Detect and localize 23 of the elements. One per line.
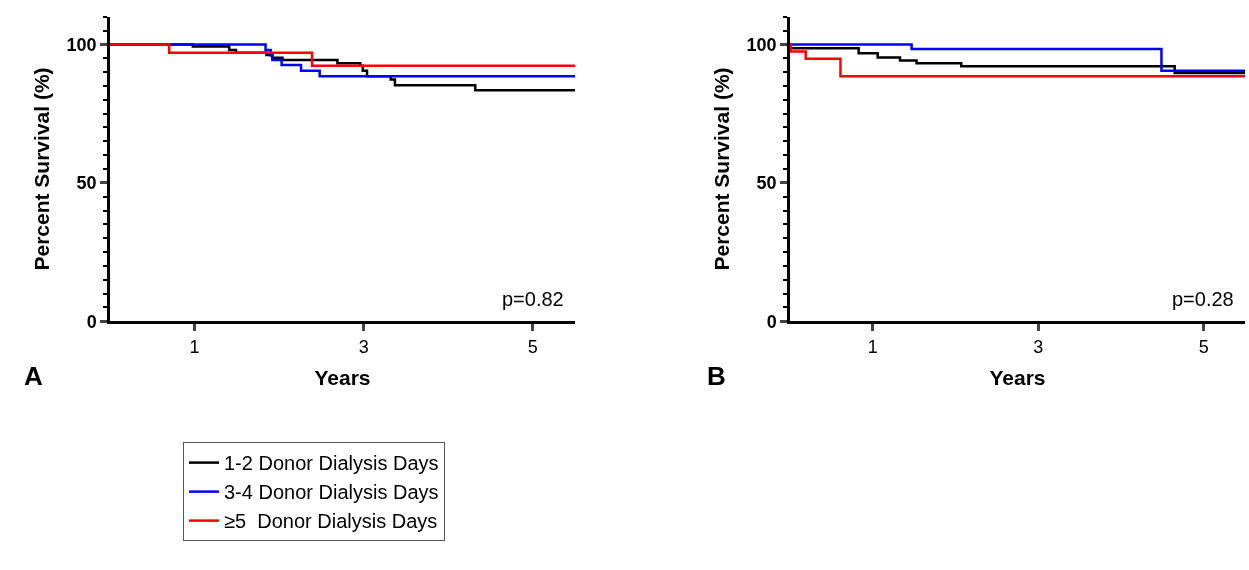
x-axis-title: Years	[314, 365, 371, 389]
x-tick-label: 3	[1033, 336, 1044, 357]
y-axis-title: Percent Survival (%)	[709, 67, 733, 271]
x-tick-label: 5	[527, 336, 538, 357]
x-tick-label: 1	[189, 336, 200, 357]
annotation: p=0.82	[502, 288, 564, 310]
y-tick-label: 50	[756, 173, 777, 194]
x-tick-label: 1	[867, 336, 878, 357]
y-axis-title: Percent Survival (%)	[29, 67, 53, 271]
y-tick-label: 50	[76, 173, 97, 194]
text: A	[24, 361, 43, 391]
y-tick-label: 0	[86, 311, 97, 332]
text: B	[707, 361, 726, 391]
y-tick-label: 100	[746, 34, 777, 55]
x-axis-title: Years	[989, 365, 1046, 389]
y-tick-label: 100	[66, 34, 97, 55]
y-tick-label: 0	[766, 311, 777, 332]
annotation: p=0.28	[1172, 288, 1234, 310]
legend-label: ≥5 Donor Dialysis Days	[224, 510, 438, 533]
x-tick-label: 3	[358, 336, 369, 357]
x-tick-label: 5	[1198, 336, 1209, 357]
legend-label: 1-2 Donor Dialysis Days	[224, 452, 439, 475]
legend-label: 3-4 Donor Dialysis Days	[224, 481, 439, 504]
